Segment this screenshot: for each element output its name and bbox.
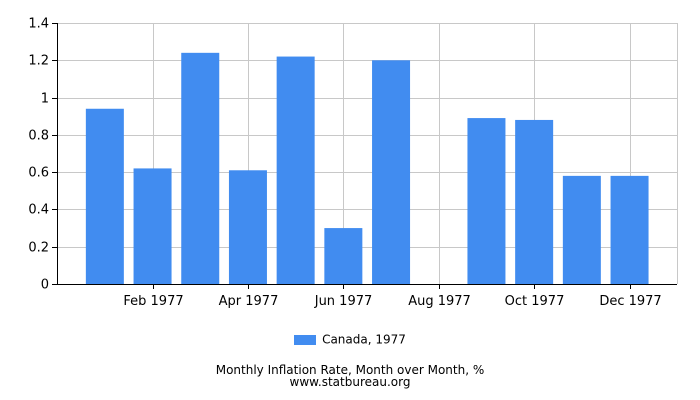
bar: [133, 168, 172, 284]
bar: [181, 52, 220, 285]
x-tick-label: Apr 1977: [219, 294, 279, 309]
legend-label: Canada, 1977: [322, 332, 406, 347]
x-tick-label: Feb 1977: [123, 294, 183, 309]
chart-caption: Monthly Inflation Rate, Month over Month…: [0, 364, 700, 388]
tick-labels: 0 0.2 0.4 0.6 0.8 1 1.2 1.4 Feb 1977 Apr 1977 Jun …: [28, 17, 661, 310]
bar: [467, 118, 506, 284]
bar: [515, 119, 554, 284]
y-tick-label: 0.2: [28, 241, 49, 256]
legend: Canada, 1977: [0, 332, 700, 347]
source-text: www.statbureau.org: [289, 375, 411, 389]
y-tick-label: 1.2: [28, 54, 49, 69]
bars: [85, 52, 649, 285]
x-tick-label: Dec 1977: [599, 294, 661, 309]
y-tick-label: 1.4: [28, 17, 49, 32]
y-tick-label: 0.4: [28, 203, 49, 218]
chart-area: 0 0.2 0.4 0.6 0.8 1 1.2 1.4 Feb 1977 Apr 1977 Jun …: [28, 17, 678, 310]
chart-title: Monthly Inflation Rate, Month over Month…: [215, 363, 485, 377]
axes: [52, 23, 677, 289]
y-tick-label: 0.6: [28, 166, 49, 181]
x-tick-label: Jun 1977: [314, 294, 373, 309]
bar: [85, 108, 124, 284]
bar: [276, 56, 315, 284]
x-tick-label: Oct 1977: [505, 294, 565, 309]
bar: [228, 170, 267, 284]
y-tick-label: 0: [41, 278, 49, 293]
x-tick-label: Aug 1977: [408, 294, 471, 309]
bar: [562, 175, 601, 284]
bar: [324, 228, 363, 284]
y-tick-label: 1: [41, 92, 49, 107]
legend-swatch: [294, 334, 317, 345]
bar: [372, 60, 411, 285]
bar: [610, 175, 649, 284]
y-tick-label: 0.8: [28, 129, 49, 144]
